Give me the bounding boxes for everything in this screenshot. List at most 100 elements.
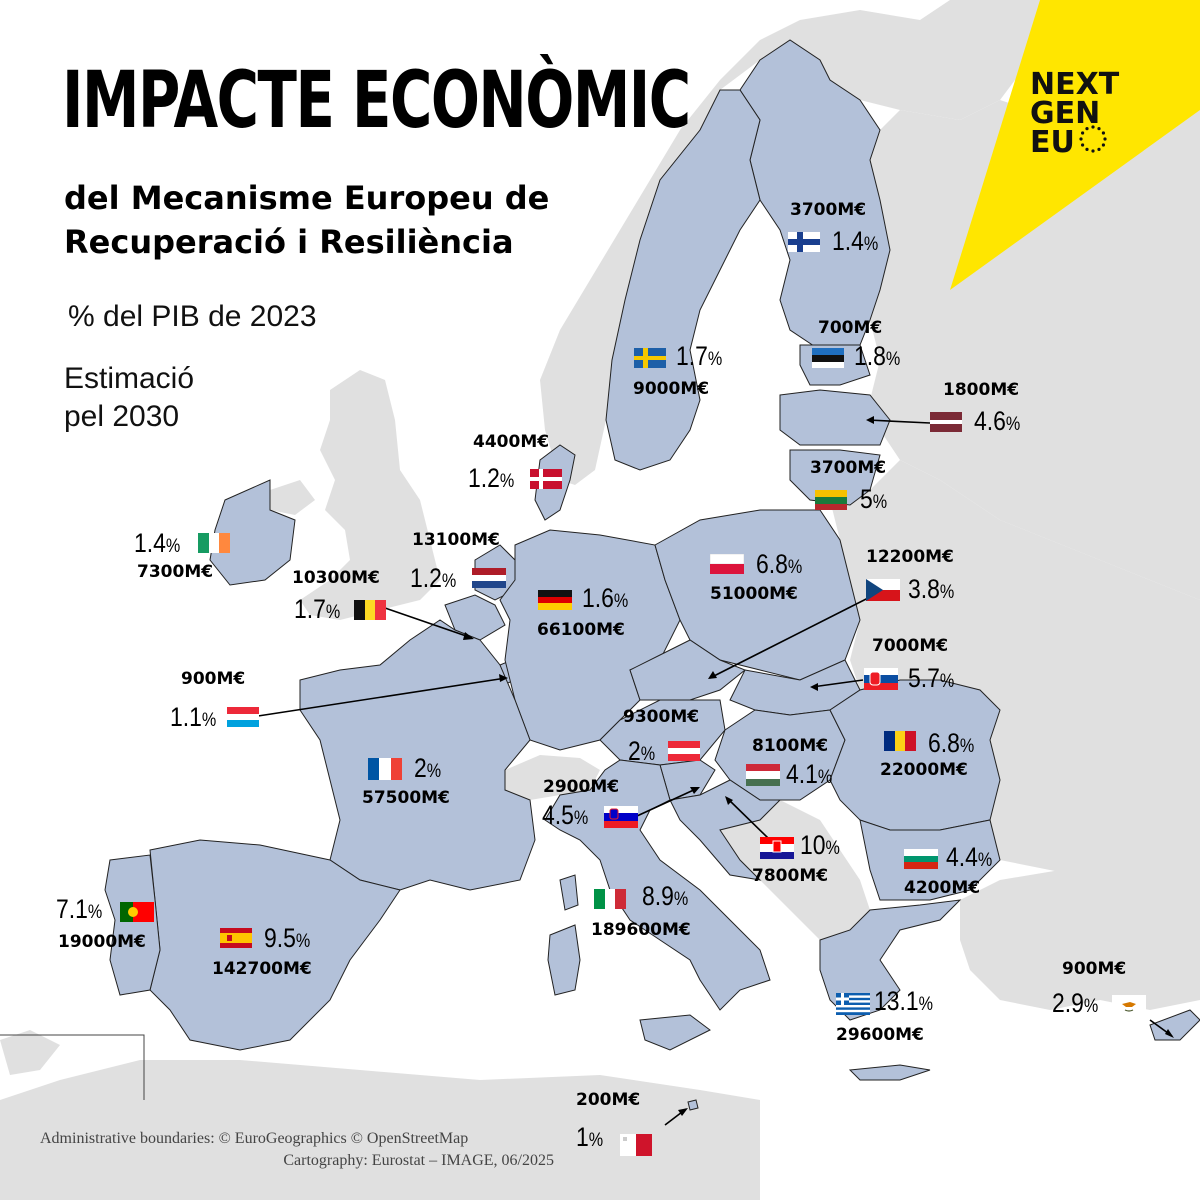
label-amount-slovakia: 7000M€ xyxy=(872,636,949,656)
bulgaria-flag xyxy=(904,849,938,869)
land-belarus-ukraine xyxy=(830,460,1200,900)
land-sweden xyxy=(605,89,761,471)
land-norway xyxy=(540,0,1040,485)
label-amount-denmark: 4400M€ xyxy=(473,432,550,452)
land-western-balkans xyxy=(705,800,870,940)
land-lithuania xyxy=(789,449,881,506)
unit-label: % del PIB de 2023 xyxy=(68,300,317,333)
label-amount-slovenia: 2900M€ xyxy=(543,777,620,797)
eu-stars-icon xyxy=(1079,125,1107,153)
leader-lines xyxy=(257,419,1173,1126)
land-greece xyxy=(819,899,962,1021)
land-atlantic-islands xyxy=(0,1030,60,1075)
map-subtitle: del Mecanisme Europeu de Recuperació i R… xyxy=(64,176,549,264)
belgium-flag xyxy=(354,600,386,620)
hungary-flag xyxy=(746,764,780,786)
label-amount-sweden: 9000M€ xyxy=(633,379,710,399)
label-pct-lithuania: 5% xyxy=(860,484,888,514)
austria-flag xyxy=(668,741,700,761)
land-sardinia xyxy=(547,924,581,996)
land-portugal xyxy=(104,854,161,996)
label-pct-slovenia: 4.5% xyxy=(542,800,589,830)
label-pct-finland: 1.4% xyxy=(832,226,879,256)
label-pct-poland: 6.8% xyxy=(756,549,803,579)
label-amount-germany: 66100M€ xyxy=(537,620,625,640)
land-latvia xyxy=(779,389,891,446)
label-pct-france: 2% xyxy=(414,753,442,783)
land-romania xyxy=(829,679,1001,831)
estonia-flag xyxy=(812,348,844,368)
label-amount-bulgaria: 4200M€ xyxy=(904,878,981,898)
label-pct-hungary: 4.1% xyxy=(786,759,833,789)
logo-triangle xyxy=(950,0,1200,290)
land-north-africa xyxy=(0,1060,760,1200)
cyprus-flag xyxy=(1112,995,1146,1017)
credits: Administrative boundaries: © EuroGeograp… xyxy=(40,1128,560,1172)
netherlands-flag xyxy=(472,568,506,588)
subtitle-line-2: Recuperació i Resiliència xyxy=(64,223,514,261)
inset-frame xyxy=(0,1034,145,1100)
slovenia-flag xyxy=(604,806,638,828)
arrow-belgium xyxy=(384,607,473,639)
germany-flag xyxy=(538,590,572,610)
land-malta xyxy=(687,1099,699,1111)
label-pct-portugal: 7.1% xyxy=(56,894,103,924)
label-pct-czechia: 3.8% xyxy=(908,574,955,604)
label-amount-luxembourg: 900M€ xyxy=(181,669,246,689)
luxembourg-flag xyxy=(227,707,259,727)
land-croatia xyxy=(669,779,782,881)
label-pct-estonia: 1.8% xyxy=(854,341,901,371)
estimate-note: Estimació pel 2030 xyxy=(64,360,194,436)
label-pct-netherlands: 1.2% xyxy=(410,563,457,593)
ireland-flag xyxy=(198,533,230,553)
subtitle-line-1: del Mecanisme Europeu de xyxy=(64,179,550,217)
label-amount-portugal: 19000M€ xyxy=(58,932,146,952)
land-crete xyxy=(848,1064,931,1081)
france-flag xyxy=(368,758,402,780)
label-pct-croatia: 10% xyxy=(800,830,840,860)
credits-line-1: Administrative boundaries: © EuroGeograp… xyxy=(40,1130,469,1147)
spain-flag xyxy=(220,928,252,948)
label-amount-poland: 51000M€ xyxy=(710,584,798,604)
arrow-heads xyxy=(463,416,1174,1116)
label-amount-lithuania: 3700M€ xyxy=(810,458,887,478)
logo-line-3: EU xyxy=(1030,125,1075,160)
arrow-latvia xyxy=(867,419,931,424)
italy-flag xyxy=(594,889,626,909)
label-pct-germany: 1.6% xyxy=(582,583,629,613)
label-amount-italy: 189600M€ xyxy=(591,920,691,940)
arrow-slovenia xyxy=(636,787,699,817)
note-line-2: pel 2030 xyxy=(64,400,180,433)
land-corsica xyxy=(559,874,579,911)
land-czechia xyxy=(629,639,746,701)
label-amount-netherlands: 13100M€ xyxy=(412,530,500,550)
label-pct-spain: 9.5% xyxy=(264,923,311,953)
poland-flag xyxy=(710,554,744,574)
malta-flag xyxy=(620,1134,652,1156)
arrow-croatia xyxy=(726,797,769,839)
greece-flag xyxy=(836,993,870,1015)
label-amount-finland: 3700M€ xyxy=(790,200,867,220)
land-italy xyxy=(544,759,771,1011)
label-pct-cyprus: 2.9% xyxy=(1052,988,1099,1018)
land-great-britain xyxy=(300,370,440,620)
label-pct-sweden: 1.7% xyxy=(676,341,723,371)
label-amount-latvia: 1800M€ xyxy=(943,380,1020,400)
arrow-slovakia xyxy=(811,679,864,688)
croatia-flag xyxy=(760,837,794,859)
label-amount-france: 57500M€ xyxy=(362,788,450,808)
label-amount-hungary: 8100M€ xyxy=(752,736,829,756)
map-title: IMPACTE ECONÒMIC xyxy=(62,56,691,146)
arrow-czechia xyxy=(709,591,881,679)
label-pct-slovakia: 5.7% xyxy=(908,663,955,693)
romania-flag xyxy=(884,731,916,751)
label-pct-greece: 13.1% xyxy=(874,986,934,1016)
label-pct-italy: 8.9% xyxy=(642,881,689,911)
land-sicily xyxy=(639,1014,711,1051)
label-amount-malta: 200M€ xyxy=(576,1090,641,1110)
slovakia-flag xyxy=(864,668,898,690)
latvia-flag xyxy=(930,412,962,432)
land-northern-ireland xyxy=(270,480,315,515)
label-amount-romania: 22000M€ xyxy=(880,760,968,780)
